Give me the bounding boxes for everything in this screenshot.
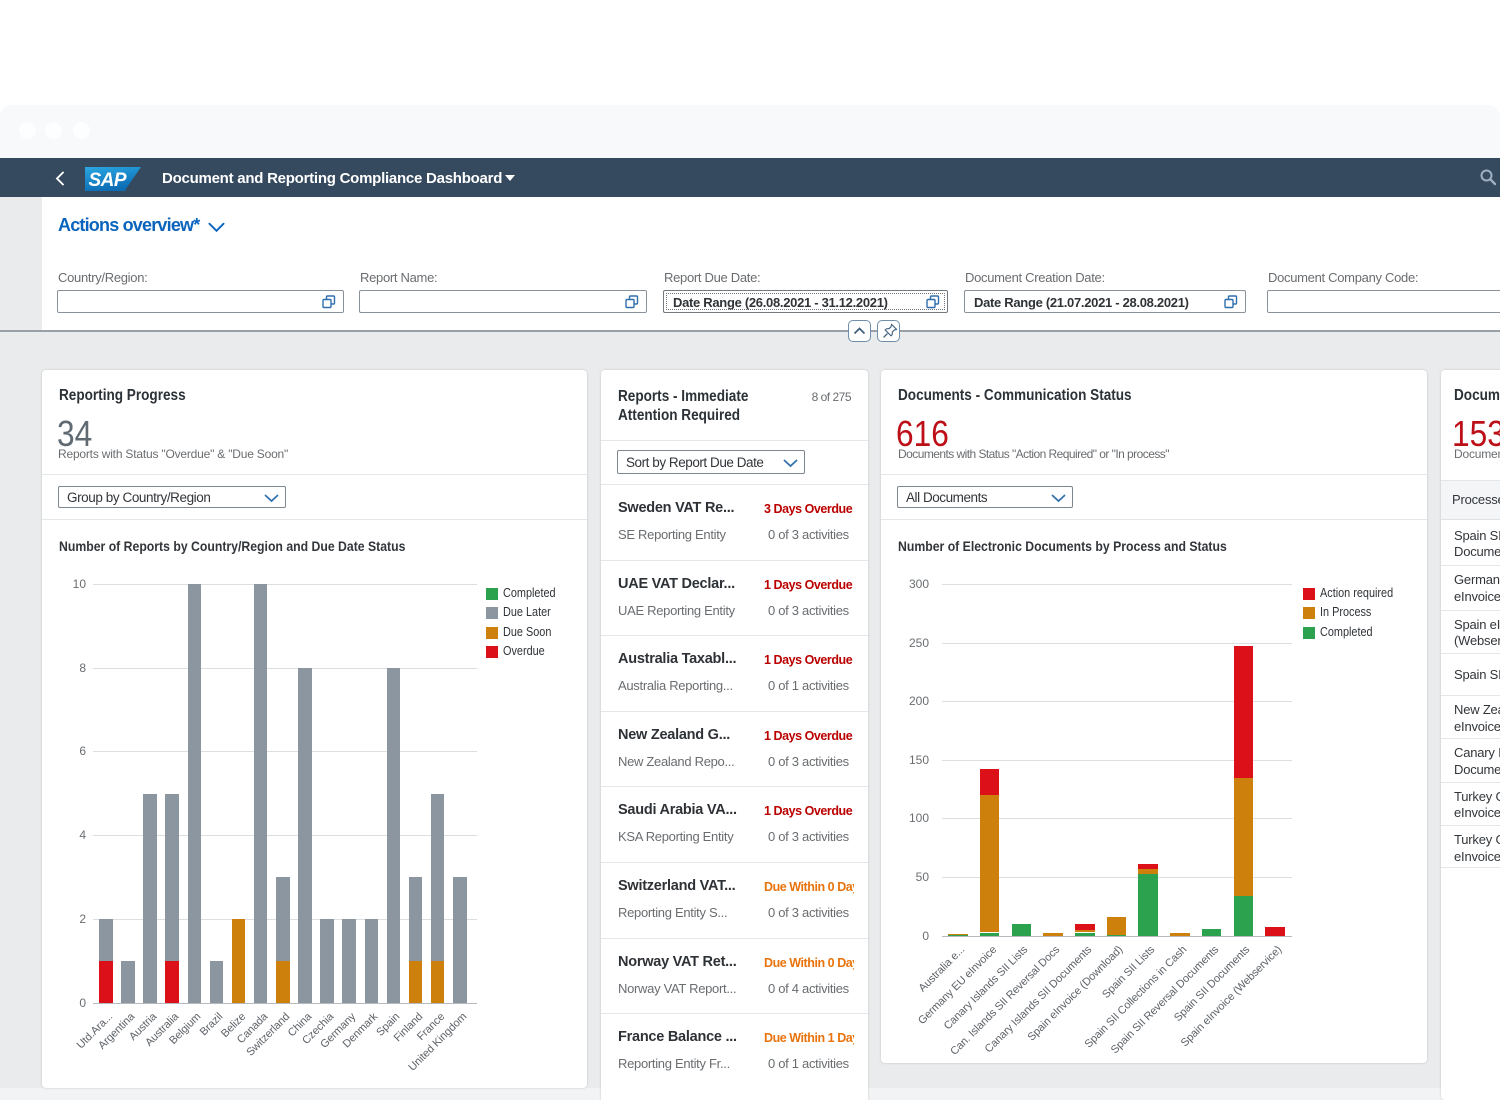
svg-text:SAP: SAP [89, 170, 127, 191]
